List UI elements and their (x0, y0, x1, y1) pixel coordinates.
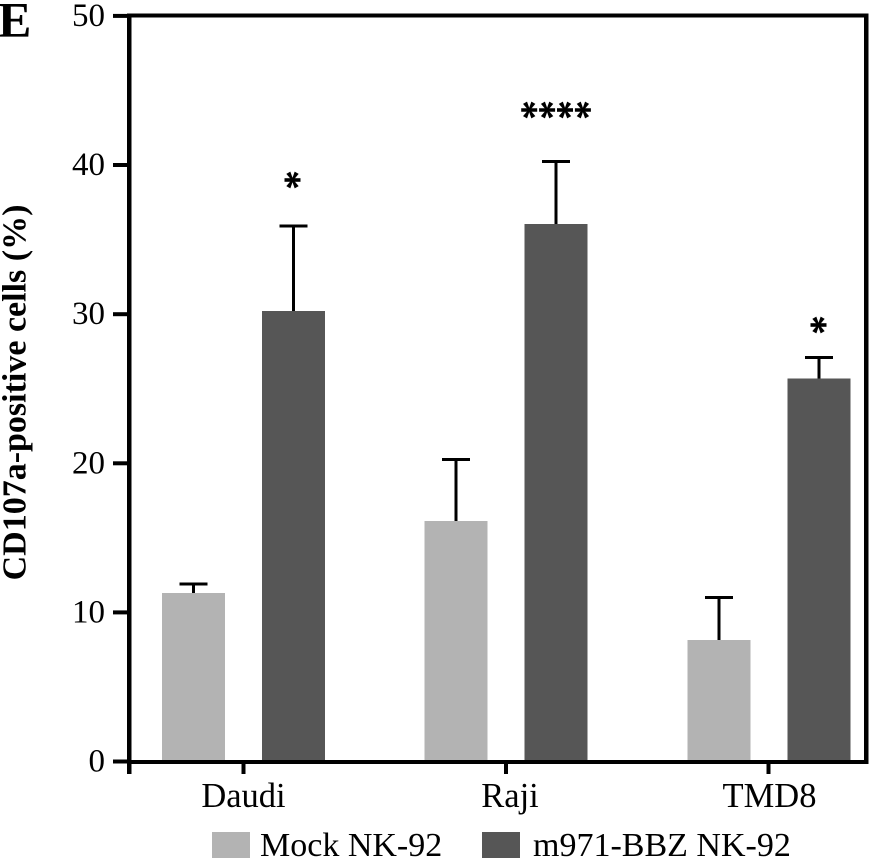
svg-text:E: E (0, 0, 31, 48)
svg-text:30: 30 (72, 296, 105, 332)
svg-text:m971-BBZ NK-92: m971-BBZ NK-92 (533, 827, 791, 860)
svg-text:10: 10 (72, 594, 105, 630)
svg-text:Raji: Raji (481, 777, 539, 815)
svg-text:CD107a-positive cells (%): CD107a-positive cells (%) (0, 205, 34, 581)
svg-text:Mock NK-92: Mock NK-92 (260, 827, 442, 860)
svg-text:TMD8: TMD8 (723, 777, 817, 815)
svg-text:Daudi: Daudi (201, 777, 285, 815)
svg-text:40: 40 (72, 147, 105, 183)
svg-text:50: 50 (72, 0, 105, 34)
svg-text:0: 0 (89, 744, 106, 780)
svg-text:20: 20 (72, 445, 105, 481)
